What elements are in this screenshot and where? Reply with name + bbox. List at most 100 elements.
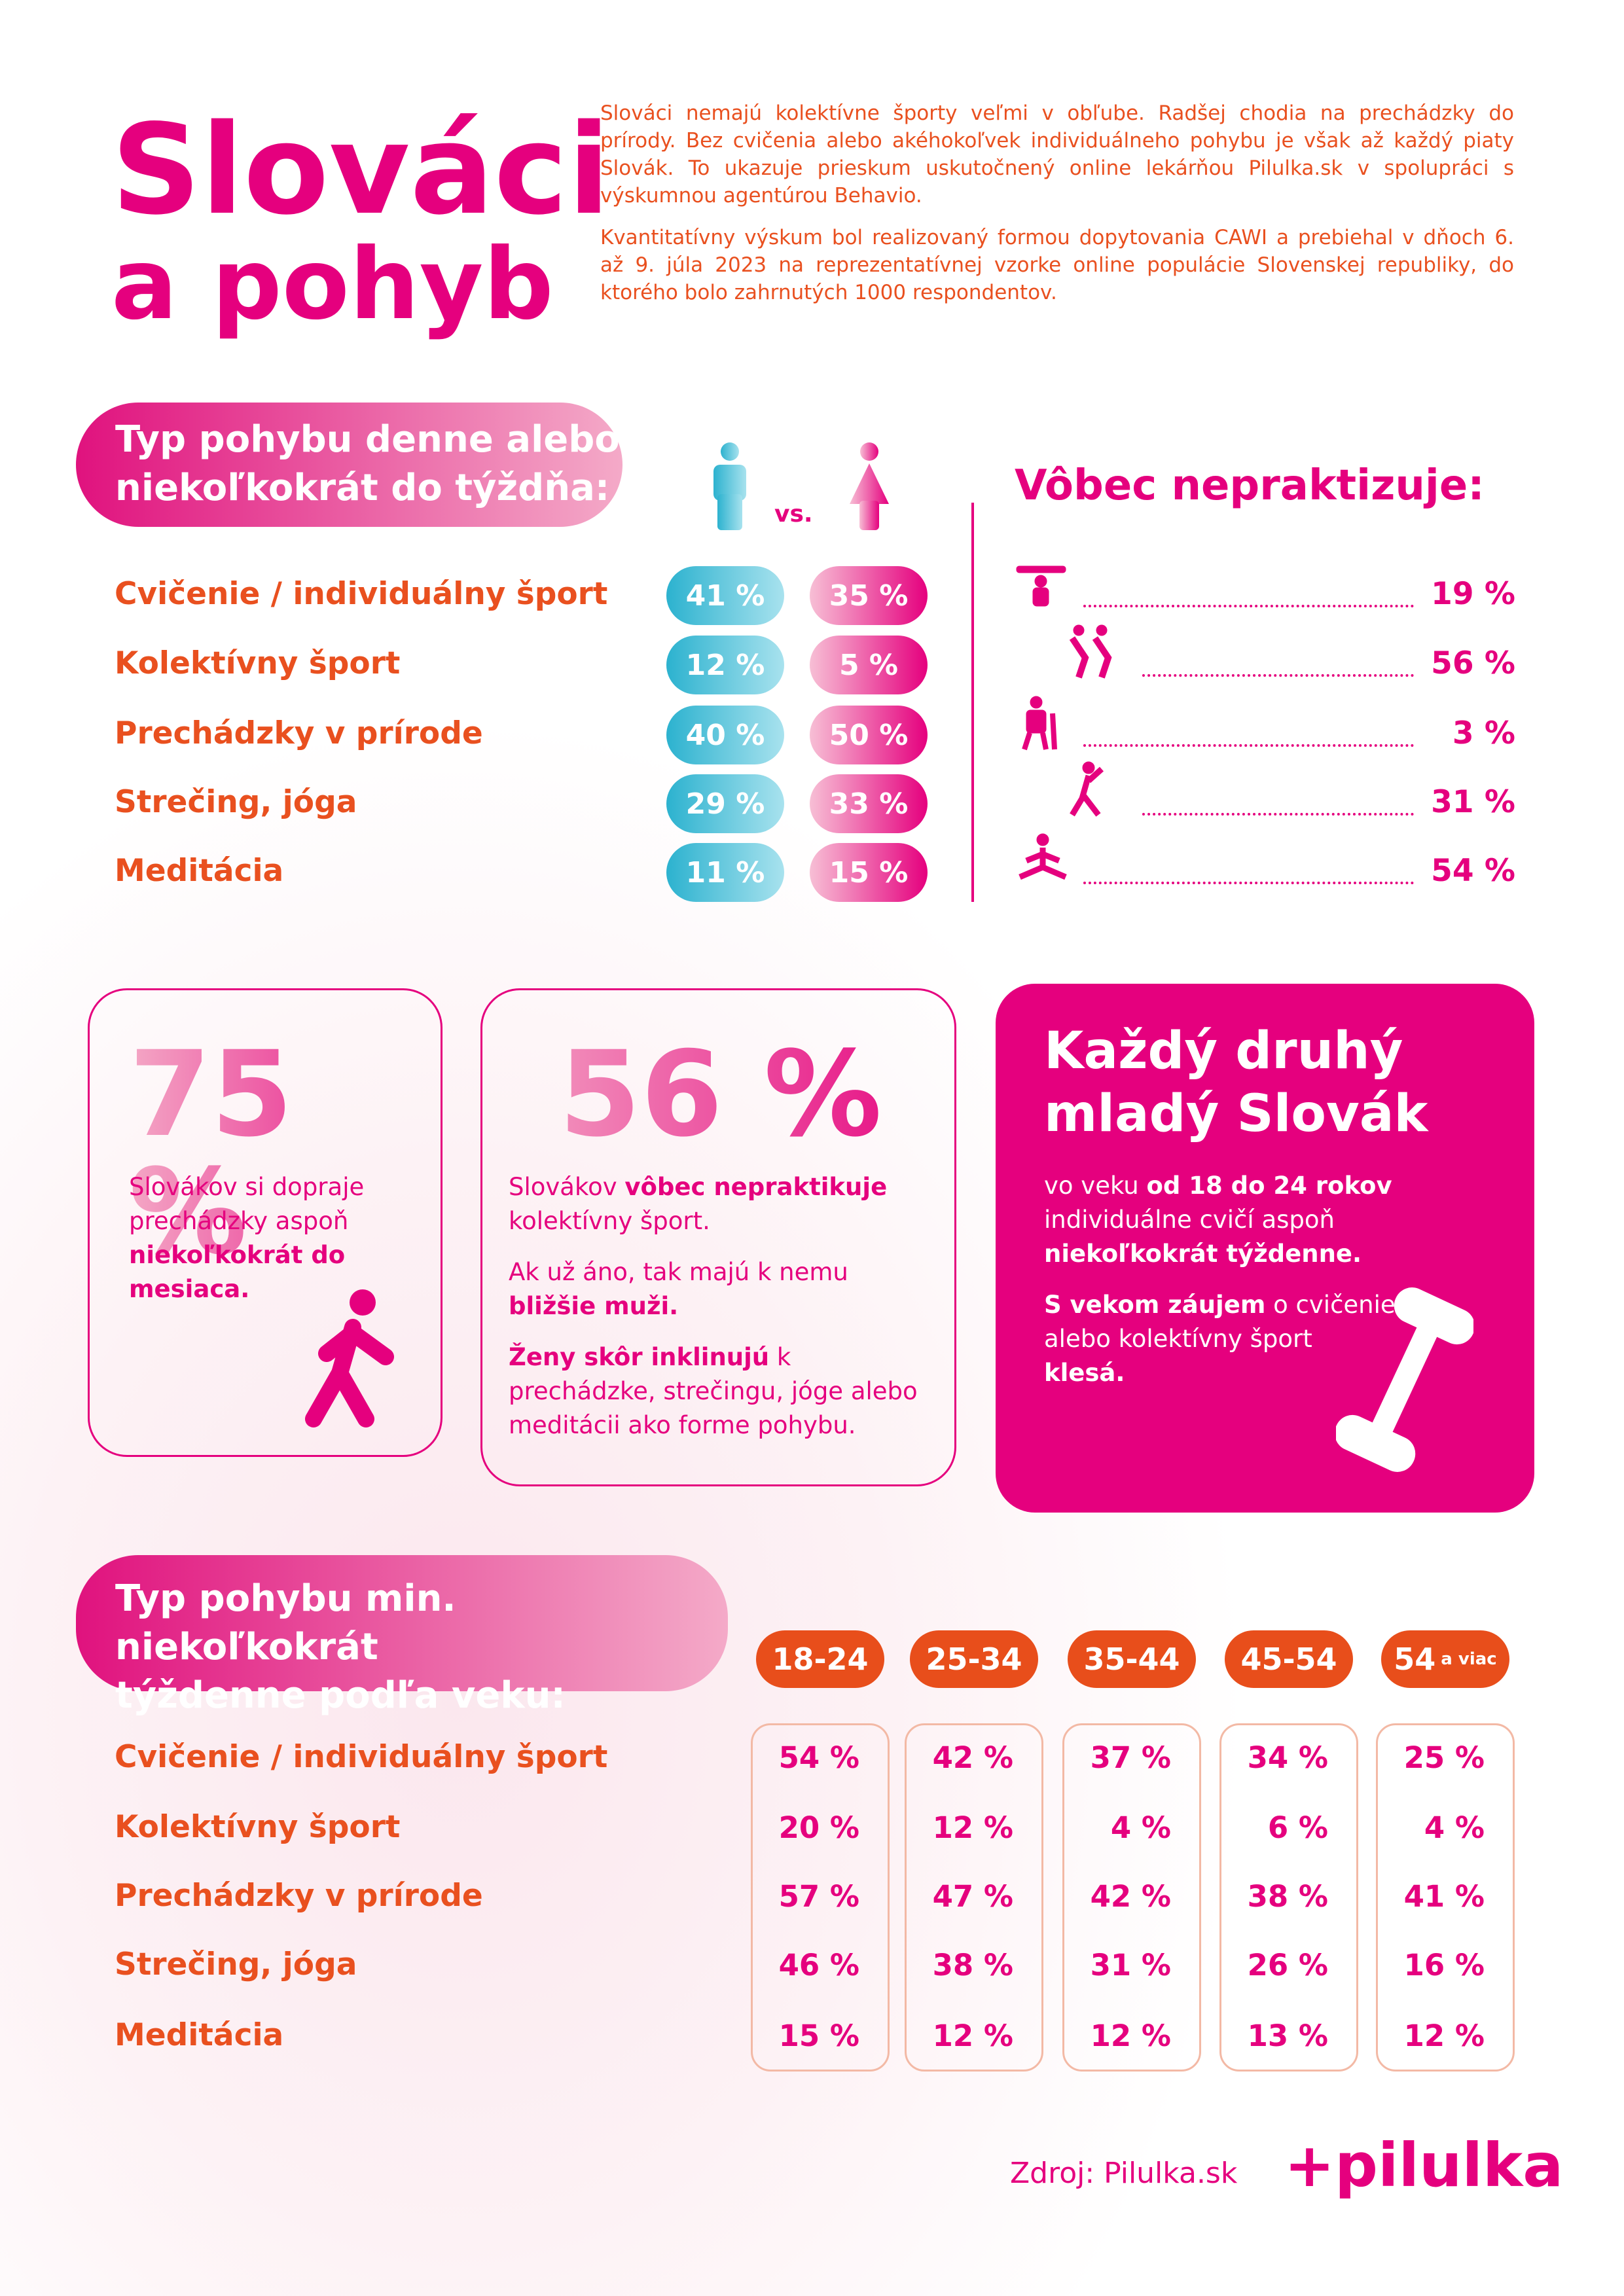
age-value: 4 % [1110, 1810, 1171, 1845]
big-number: 56 % [482, 1036, 958, 1154]
age-value: 54 % [778, 1740, 859, 1775]
bold-text: bližšie muži. [509, 1292, 679, 1320]
men-value: 29 % [666, 774, 784, 833]
highlight-card: Každý druhý mladý Slovák vo veku od 18 d… [996, 984, 1534, 1513]
logo: +pilulka [1284, 2130, 1564, 2200]
men-value: 12 % [666, 636, 784, 694]
bold-text: niekoľkokrát do mesiaca. [129, 1241, 346, 1303]
source: Zdroj: Pilulka.sk [1010, 2157, 1238, 2190]
big-number: 75 % [129, 1036, 441, 1272]
age-group: 35-44 [1068, 1630, 1196, 1688]
never-value: 56 % [1431, 645, 1515, 681]
row-label: Prechádzky v prírode [115, 715, 483, 751]
row-label: Kolektívny šport [115, 645, 401, 681]
heading-line: Typ pohybu denne alebo [115, 418, 620, 461]
female-icon [850, 442, 889, 530]
row-label: Meditácia [115, 2017, 284, 2053]
age-label: 25-34 [926, 1641, 1022, 1677]
text: k prechádzke, strečingu, jóge alebo medi… [509, 1343, 918, 1439]
age-value: 47 % [932, 1879, 1013, 1914]
age-value: 13 % [1247, 2018, 1328, 2053]
age-value: 15 % [778, 2018, 859, 2053]
women-value: 33 % [810, 774, 928, 833]
age-value: 12 % [1403, 2018, 1485, 2053]
age-value: 6 % [1267, 1810, 1328, 1845]
age-value: 38 % [1247, 1879, 1328, 1914]
intro-paragraph: Kvantitatívny výskum bol realizovaný for… [600, 226, 1514, 304]
men-value: 11 % [666, 843, 784, 902]
never-value: 19 % [1431, 576, 1515, 612]
intro-paragraph: Slováci nemajú kolektívne športy veľmi v… [600, 101, 1514, 207]
card-paragraph: Ak už áno, tak majú k nemu bližšie muži. [509, 1255, 934, 1323]
walking-icon [305, 1289, 394, 1427]
row-label: Prechádzky v prírode [115, 1878, 483, 1914]
age-value: 4 % [1424, 1810, 1485, 1845]
text: Slovákov si dopraje prechádzky aspoň [129, 1173, 365, 1235]
age-value: 12 % [1090, 2018, 1171, 2053]
bold-text: Ženy skôr inklinujú [509, 1343, 770, 1371]
bold-text: vôbec nepraktikuje [624, 1173, 888, 1201]
card-paragraph: Ženy skôr inklinujú k prechádzke, streči… [509, 1340, 934, 1443]
heading-line: týždenne podľa veku: [115, 1674, 566, 1717]
age-value: 12 % [932, 2018, 1013, 2053]
card-title: Každý druhý mladý Slovák [1044, 1022, 1428, 1143]
heading-line: niekoľkokrát do týždňa: [115, 467, 610, 509]
row-label: Strečing, jóga [115, 1946, 357, 1982]
age-group: 54 a viac [1381, 1630, 1509, 1688]
bold-text: od 18 do 24 rokov [1146, 1172, 1392, 1200]
activity-icons [1016, 565, 1112, 880]
column-box [905, 1723, 1043, 2072]
stat-card: 75 % Slovákov si dopraje prechádzky aspo… [88, 988, 442, 1457]
never-value: 54 % [1431, 853, 1515, 889]
women-value: 50 % [810, 706, 928, 764]
never-value: 31 % [1431, 784, 1515, 820]
age-value: 20 % [778, 1810, 859, 1845]
bold-text: klesá. [1044, 1359, 1125, 1387]
text: Slovákov [509, 1173, 625, 1201]
women-value: 15 % [810, 843, 928, 902]
men-value: 41 % [666, 566, 784, 625]
age-value: 25 % [1403, 1740, 1485, 1775]
column-box [1376, 1723, 1515, 2072]
women-value: 35 % [810, 566, 928, 625]
age-value: 38 % [932, 1948, 1013, 1982]
card-paragraph: Slovákov vôbec nepraktikuje kolektívny š… [509, 1170, 934, 1238]
heading-line: Typ pohybu min. niekoľkokrát [115, 1577, 456, 1668]
section-heading: Typ pohybu min. niekoľkokrát týždenne pod… [76, 1555, 728, 1717]
column-box [751, 1723, 890, 2072]
age-value: 41 % [1403, 1879, 1485, 1914]
age-value: 37 % [1090, 1740, 1171, 1775]
row-label: Cvičenie / individuálny šport [115, 576, 608, 612]
age-value: 57 % [778, 1879, 859, 1914]
age-label: 54 [1394, 1641, 1436, 1677]
dot-leader [1142, 813, 1414, 816]
men-value: 40 % [666, 706, 784, 764]
intro: Slováci nemajú kolektívne športy veľmi v… [600, 99, 1514, 321]
row-label: Meditácia [115, 853, 284, 889]
bold-text: S vekom záujem [1044, 1291, 1266, 1319]
age-label: 45-54 [1240, 1641, 1337, 1677]
row-label: Kolektívny šport [115, 1809, 401, 1845]
column-box [1062, 1723, 1201, 2072]
text: individuálne cvičí aspoň [1044, 1206, 1335, 1234]
bold-text: niekoľkokrát týždenne. [1044, 1240, 1362, 1268]
row-label: Strečing, jóga [115, 784, 357, 820]
card-text: Slovákov vôbec nepraktikuje kolektívny š… [509, 1170, 934, 1460]
age-group: 18-24 [756, 1630, 884, 1688]
title-line: Slováci [111, 98, 611, 242]
dot-leader [1083, 605, 1414, 607]
age-value: 42 % [932, 1740, 1013, 1775]
card-text: vo veku od 18 do 24 rokov individuálne c… [1044, 1169, 1398, 1407]
stat-card: 56 % Slovákov vôbec nepraktikuje kolektí… [480, 988, 956, 1486]
age-value: 12 % [932, 1810, 1013, 1845]
age-label: 18-24 [772, 1641, 869, 1677]
never-value: 3 % [1452, 715, 1515, 751]
age-label: 35-44 [1083, 1641, 1180, 1677]
text: vo veku [1044, 1172, 1147, 1200]
age-value: 42 % [1090, 1879, 1171, 1914]
male-icon [713, 442, 746, 530]
text: Ak už áno, tak majú k nemu [509, 1258, 848, 1286]
age-group: 25-34 [910, 1630, 1038, 1688]
title-line: a pohyb [111, 228, 554, 342]
